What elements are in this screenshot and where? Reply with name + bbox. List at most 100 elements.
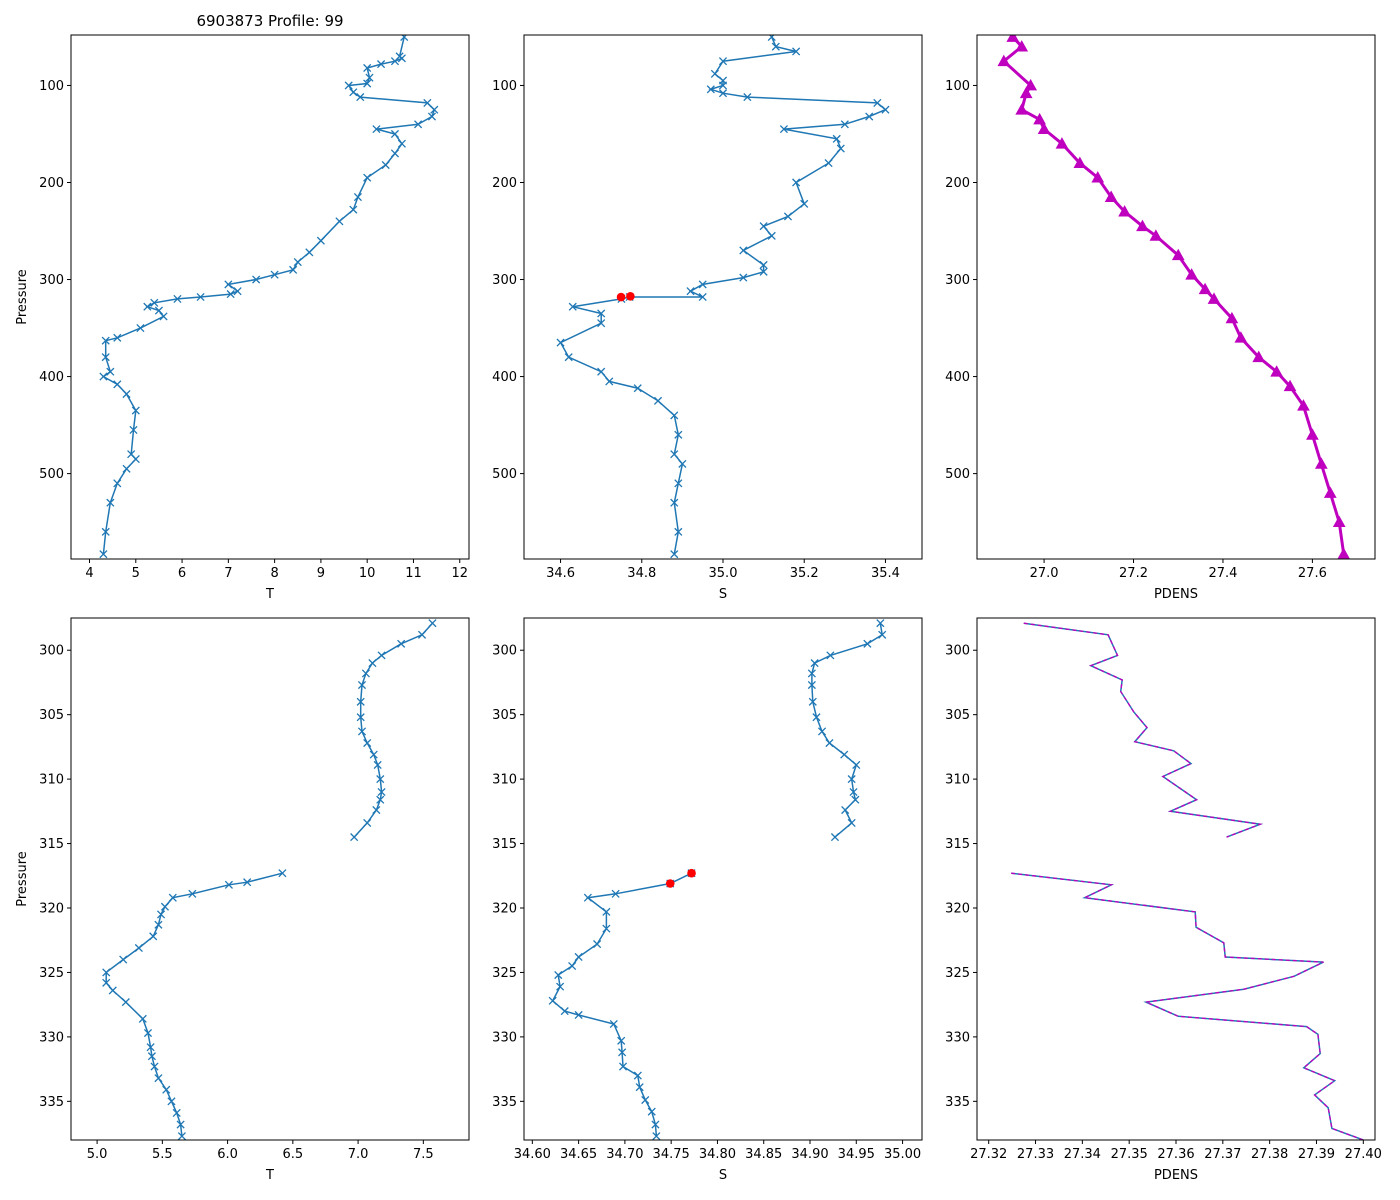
data-point — [873, 98, 882, 107]
data-point — [583, 893, 592, 902]
data-point — [568, 302, 577, 311]
data-point — [548, 996, 557, 1005]
data-point — [428, 619, 437, 628]
plot-area — [1011, 622, 1364, 1140]
data-point — [160, 902, 170, 911]
data-point — [372, 805, 381, 815]
data-point — [224, 280, 233, 289]
data-point — [356, 93, 365, 102]
y-tick-label: 300 — [945, 273, 970, 288]
data-point — [710, 69, 719, 78]
data-point — [825, 738, 834, 748]
data-point — [718, 89, 728, 98]
data-point — [159, 312, 168, 321]
data-point — [143, 302, 152, 311]
y-tick-label: 310 — [945, 773, 970, 788]
data-point — [390, 149, 400, 158]
x-tick-label: 27.40 — [1345, 1147, 1382, 1162]
data-point — [173, 294, 182, 304]
data-point — [881, 105, 890, 114]
data-point — [363, 738, 372, 748]
data-point — [1091, 171, 1105, 183]
data-point — [767, 231, 776, 240]
series-line — [559, 36, 887, 555]
data-point — [1118, 205, 1131, 217]
x-tick-label: 27.0 — [1030, 566, 1059, 581]
y-tick-label: 300 — [39, 644, 64, 659]
x-tick-label: 6 — [178, 566, 186, 581]
data-point — [377, 60, 386, 69]
data-point — [353, 192, 362, 202]
data-point — [674, 430, 683, 439]
axes-frame — [976, 34, 1376, 560]
data-point — [368, 659, 377, 668]
y-tick-label: 305 — [39, 708, 64, 723]
axes-frame — [70, 34, 470, 560]
data-point — [150, 1062, 159, 1071]
series-line — [1001, 35, 1346, 555]
data-point — [832, 134, 841, 143]
data-point — [1225, 311, 1239, 324]
data-point — [560, 1007, 569, 1016]
y-tick-label: 300 — [945, 644, 970, 659]
data-point — [609, 1019, 618, 1029]
y-tick-label: 320 — [945, 902, 970, 917]
data-point — [779, 125, 788, 134]
data-point — [1019, 86, 1033, 99]
y-tick-label: 335 — [39, 1095, 64, 1110]
data-point — [840, 750, 849, 759]
data-point — [177, 1132, 186, 1140]
data-point — [718, 57, 728, 66]
data-point — [653, 396, 663, 405]
data-point — [878, 630, 887, 639]
plot-area — [556, 35, 890, 559]
y-tick-label: 200 — [945, 176, 970, 191]
data-point — [876, 619, 885, 628]
data-point — [390, 57, 400, 66]
x-tick-label: 12 — [451, 566, 468, 581]
x-axis-label: T — [265, 587, 274, 602]
data-point — [611, 889, 620, 898]
data-point — [154, 1074, 163, 1083]
x-axis-label: T — [265, 1168, 274, 1183]
x-tick-label: 27.35 — [1111, 1147, 1148, 1162]
axes-frame — [523, 34, 923, 560]
y-tick-label: 325 — [39, 966, 64, 981]
data-point — [150, 298, 159, 307]
y-axis-label: Pressure — [15, 269, 30, 325]
data-point — [1185, 268, 1198, 280]
data-point — [1055, 137, 1069, 149]
data-point — [397, 54, 406, 63]
data-point — [1270, 365, 1283, 377]
series-line — [551, 872, 692, 1137]
x-tick-label: 27.2 — [1119, 566, 1148, 581]
data-point — [376, 775, 385, 784]
y-tick-label: 305 — [945, 708, 970, 723]
data-point — [101, 353, 110, 362]
data-point — [381, 160, 390, 170]
chart-title: 6903873 Profile: 99 — [196, 12, 343, 30]
data-point — [397, 139, 406, 148]
data-point — [154, 920, 163, 929]
panel-2: 34.6 34.8 35.0 35.2 35.4 100 200 300 400 500 S — [492, 34, 923, 602]
data-point — [1149, 229, 1163, 241]
data-point — [1283, 379, 1297, 392]
data-point — [305, 248, 314, 257]
data-point — [99, 372, 108, 381]
data-point — [423, 98, 432, 107]
data-point — [136, 323, 145, 333]
x-tick-label: 27.39 — [1298, 1147, 1335, 1162]
data-point — [792, 178, 801, 187]
x-tick-label: 34.95 — [838, 1147, 875, 1162]
data-point — [1006, 35, 1020, 42]
y-tick-label: 330 — [39, 1030, 64, 1045]
panel-6: 27.32 27.33 27.34 27.35 27.36 27.37 27.38 27.39… — [945, 617, 1382, 1183]
y-tick-label: 400 — [39, 370, 64, 385]
data-point — [361, 669, 370, 678]
data-point — [698, 292, 707, 302]
data-point — [134, 943, 143, 953]
data-point — [670, 498, 679, 507]
data-point — [138, 1014, 147, 1023]
data-point — [597, 319, 606, 328]
